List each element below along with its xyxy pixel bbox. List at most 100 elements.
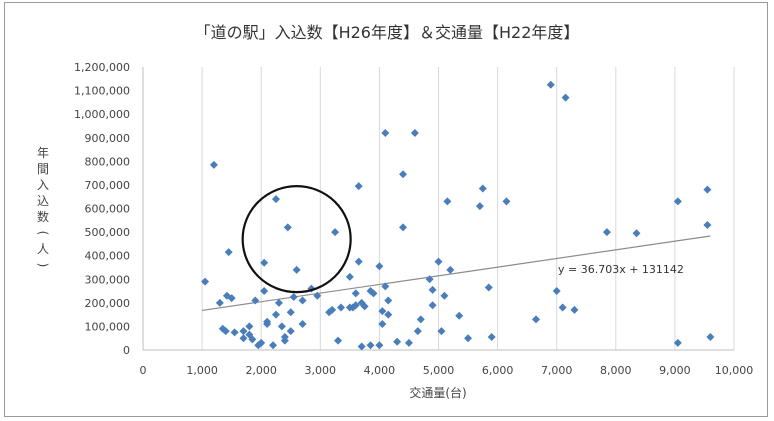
y-axis-title-char: 数 bbox=[37, 209, 49, 224]
data-point bbox=[632, 229, 641, 238]
data-point bbox=[286, 308, 295, 317]
data-point bbox=[487, 333, 496, 342]
data-point bbox=[437, 327, 446, 336]
annotation-layer bbox=[241, 185, 352, 294]
data-point bbox=[230, 328, 239, 337]
data-point bbox=[292, 265, 301, 274]
grid-lines bbox=[201, 67, 735, 350]
data-point bbox=[271, 310, 280, 319]
data-point bbox=[375, 262, 384, 271]
data-point bbox=[286, 327, 295, 336]
x-tick-label: 5,000 bbox=[423, 364, 455, 377]
data-point bbox=[602, 228, 611, 237]
data-point bbox=[224, 248, 233, 257]
trendline-equation: y = 36.703x + 131142 bbox=[558, 263, 684, 276]
trendline bbox=[202, 235, 711, 312]
data-point bbox=[277, 322, 286, 331]
data-point bbox=[215, 298, 224, 307]
data-point bbox=[245, 322, 254, 331]
data-point bbox=[413, 327, 422, 336]
data-point bbox=[239, 327, 248, 336]
data-point bbox=[428, 301, 437, 310]
data-point bbox=[209, 160, 218, 169]
data-point bbox=[274, 298, 283, 307]
data-point bbox=[464, 334, 473, 343]
data-point bbox=[455, 311, 464, 320]
data-point bbox=[378, 320, 387, 329]
x-tick-label: 1,000 bbox=[186, 364, 218, 377]
y-axis-title-char: 年 bbox=[37, 146, 49, 160]
data-point bbox=[561, 93, 570, 102]
data-point bbox=[357, 342, 366, 351]
x-tick-label: 8,000 bbox=[600, 364, 632, 377]
x-tick-label: 6,000 bbox=[482, 364, 514, 377]
data-point bbox=[260, 258, 269, 267]
data-point bbox=[425, 275, 434, 284]
data-point bbox=[393, 337, 402, 346]
data-point bbox=[706, 333, 715, 342]
data-point bbox=[546, 80, 555, 89]
x-tick-label: 3,000 bbox=[305, 364, 337, 377]
data-point bbox=[227, 294, 236, 303]
data-point bbox=[360, 302, 369, 311]
data-point bbox=[366, 341, 375, 350]
data-point bbox=[673, 338, 682, 347]
x-axis-title: 交通量(台) bbox=[409, 385, 466, 400]
data-point bbox=[381, 282, 390, 291]
data-point bbox=[257, 338, 266, 347]
data-point bbox=[428, 285, 437, 294]
data-point bbox=[351, 289, 360, 298]
y-tick-label: 400,000 bbox=[85, 250, 131, 263]
y-axis-title-char: ( bbox=[36, 231, 50, 236]
data-point bbox=[375, 341, 384, 350]
data-point bbox=[251, 296, 260, 305]
data-point bbox=[328, 305, 337, 314]
data-point bbox=[552, 287, 561, 296]
x-tick-label: 10,000 bbox=[715, 364, 754, 377]
data-point bbox=[446, 265, 455, 274]
x-tick-label: 4,000 bbox=[364, 364, 396, 377]
data-point bbox=[475, 202, 484, 211]
data-point bbox=[404, 338, 413, 347]
data-point bbox=[260, 287, 269, 296]
data-point bbox=[201, 277, 210, 286]
data-point bbox=[248, 335, 257, 344]
data-point bbox=[502, 197, 511, 206]
data-point bbox=[410, 129, 419, 138]
x-tick-label: 9,000 bbox=[659, 364, 691, 377]
data-point bbox=[280, 336, 289, 345]
scatter-chart: 「道の駅」入込数【H26年度】＆交通量【H22年度】 0 1,000 2,000 3,… bbox=[36, 23, 754, 400]
y-axis-title-char: 間 bbox=[37, 162, 49, 176]
data-point bbox=[269, 341, 278, 350]
data-point bbox=[334, 336, 343, 345]
y-tick-label: 600,000 bbox=[85, 203, 131, 216]
data-point bbox=[440, 291, 449, 300]
chart-title: 「道の駅」入込数【H26年度】＆交通量【H22年度】 bbox=[195, 23, 580, 42]
data-point bbox=[378, 307, 387, 316]
y-tick-label: 200,000 bbox=[85, 297, 131, 310]
y-tick-label: 300,000 bbox=[85, 273, 131, 286]
y-tick-label: 700,000 bbox=[85, 179, 131, 192]
data-point bbox=[239, 334, 248, 343]
data-point bbox=[369, 289, 378, 298]
data-point bbox=[313, 291, 322, 300]
y-tick-label: 1,200,000 bbox=[74, 61, 130, 74]
data-point bbox=[399, 170, 408, 179]
y-tick-label: 900,000 bbox=[85, 132, 131, 145]
data-point bbox=[558, 303, 567, 312]
data-point bbox=[532, 315, 541, 324]
data-points bbox=[201, 80, 715, 351]
data-point bbox=[570, 305, 579, 314]
y-tick-label: 100,000 bbox=[85, 320, 131, 333]
data-point bbox=[298, 296, 307, 305]
data-point bbox=[263, 317, 272, 326]
data-point bbox=[399, 223, 408, 232]
data-point bbox=[354, 257, 363, 266]
y-tick-label: 500,000 bbox=[85, 226, 131, 239]
y-axis-title-char: 込 bbox=[37, 194, 49, 208]
data-point bbox=[484, 283, 493, 292]
data-point bbox=[331, 228, 340, 237]
data-point bbox=[478, 184, 487, 193]
x-tick-label: 7,000 bbox=[541, 364, 573, 377]
